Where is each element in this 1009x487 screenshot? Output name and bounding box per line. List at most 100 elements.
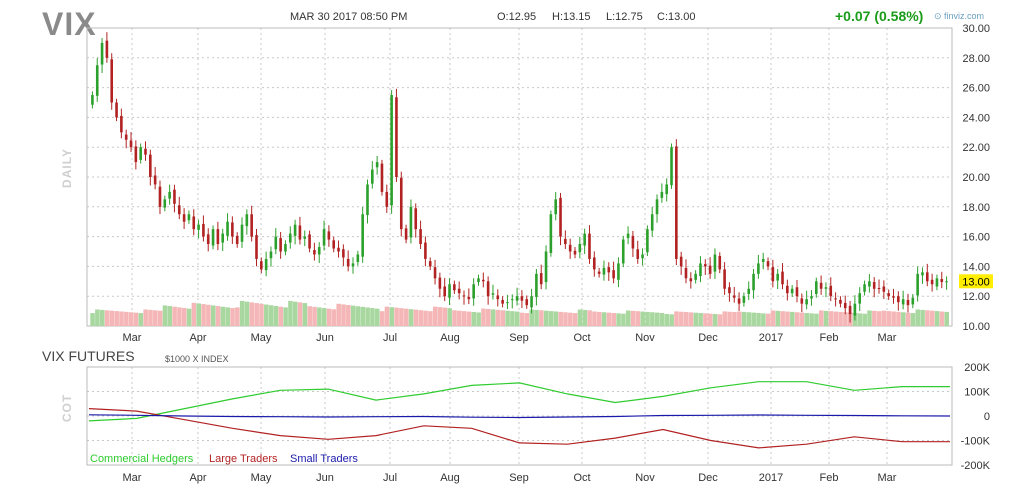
volume-bar [177,307,182,326]
candle-body [197,224,200,230]
volume-bar [519,312,525,326]
candle-body [814,281,818,294]
volume-bar [104,310,110,326]
candle-body [486,281,490,297]
volume-bar [751,312,756,326]
cot-y-ticks: 200K 100K 0 -100K -200K [961,362,991,472]
candle-body [424,242,427,259]
candle-body [414,208,418,230]
volume-bar [220,306,226,326]
candle-body [327,231,331,240]
volume-bar [490,309,496,326]
candle-body [747,288,751,294]
candle-body [100,42,104,65]
cot-x-tick: Nov [635,472,655,484]
candle-body [322,229,326,246]
candle-body [713,254,717,272]
volume-bar [143,309,148,326]
candle-body [718,255,722,270]
candle-body [110,59,114,103]
candle-body [163,199,167,208]
candle-body [897,296,900,303]
volume-bar [423,310,428,326]
candle-body [925,272,929,282]
candle-body [732,295,736,298]
volume-bar [814,313,819,326]
candle-body [477,278,480,283]
volume-bar [654,312,660,326]
candle-body [515,296,519,301]
candle-body [539,273,543,285]
volume-bar [543,310,549,326]
price-y-tick: 30.00 [962,23,990,35]
volume-bar [432,306,438,326]
volume-bar [302,303,308,326]
candle-body [395,97,398,177]
candle-body [250,214,253,237]
commercial-line [88,381,950,422]
candle-body [482,279,485,282]
cot-y-tick: 100K [964,387,990,399]
volume-bar [925,310,930,326]
volume-bar [659,312,665,326]
candle-body [626,233,630,239]
price-y-tick: 10.00 [962,321,990,333]
volume-bar [616,313,621,326]
cot-x-tick: Mar [123,472,142,484]
volume-bar [215,306,221,326]
volume-bar [534,309,539,326]
candle-body [757,263,760,274]
candle-body [892,296,895,298]
candle-body [911,297,915,305]
volume-bar [360,306,366,326]
candle-body [650,214,654,231]
price-x-ticks: Mar Apr May Jun Jul Aug Sep Oct Nov Dec 2017 Feb Mar [123,332,897,344]
volume-bar [896,311,901,326]
candle-body [506,302,509,304]
volume-bar [857,313,863,326]
source-link[interactable]: ⊙ finviz.com [934,11,984,22]
volume-bar [876,311,882,326]
candle-body [356,254,360,262]
volume-bar [225,307,230,326]
candle-body [694,273,697,280]
candle-body [646,229,649,253]
volume-bar [394,307,399,326]
cot-y-tick: -200K [961,460,991,472]
volume-bar [230,308,235,326]
candle-body [404,228,408,240]
cot-x-tick: Jul [383,472,397,484]
volume-bar [563,312,568,326]
candle-body [636,249,640,259]
candle-body [549,214,553,253]
candle-body [303,236,307,239]
volume-bar [679,311,684,326]
volume-bar [264,304,269,326]
candle-body [366,184,369,215]
price-y-tick: 16.00 [962,232,990,244]
price-x-tick: Dec [698,332,718,344]
volume-bar [365,307,370,326]
price-y-tick: 26.00 [962,83,990,95]
candle-body [284,244,287,252]
volume-bar [828,311,834,326]
cot-x-tick: Aug [440,472,460,484]
candle-body [105,40,109,58]
candle-body [766,261,770,267]
volume-bar [326,308,332,326]
volume-bar [505,310,510,326]
candle-body [839,299,842,304]
small-traders-line [88,414,951,419]
candle-body [781,271,784,285]
candle-body [221,233,225,243]
volume-bar [794,312,800,326]
volume-bar [736,311,742,326]
volume-bar [770,310,776,326]
candle-body [776,273,779,281]
volume-bar [529,309,534,326]
candle-body [240,224,244,242]
legend-commercial: Commercial Hedgers [90,453,193,465]
volume-bar [867,310,872,326]
volume-bar [206,304,211,326]
candle-body [380,163,384,192]
